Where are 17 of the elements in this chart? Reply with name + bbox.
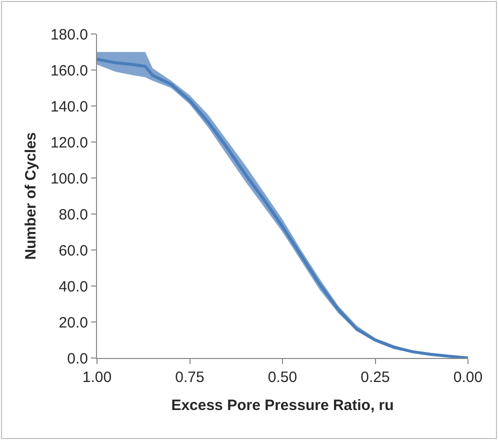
y-tick-label: 0.0 [67,350,88,368]
y-tick-label: 180.0 [50,26,88,44]
y-tick-label: 20.0 [58,314,88,332]
y-tick-label: 60.0 [58,242,88,260]
x-tick-label: 0.75 [175,369,204,386]
y-tick-label: 80.0 [58,206,88,224]
y-tick-label: 100.0 [50,170,88,188]
x-tick-label: 0.00 [453,369,483,386]
y-tick-label: 140.0 [50,98,88,116]
y-tick-label: 160.0 [50,62,88,80]
y-tick-label: 120.0 [50,134,88,152]
x-tick-label: 0.50 [268,369,298,386]
x-axis-title: Excess Pore Pressure Ratio, ru [171,397,394,414]
y-axis-title: Number of Cycles [22,132,40,260]
x-tick-label: 1.00 [82,369,112,386]
y-tick-label: 40.0 [58,278,88,296]
x-tick-label: 0.25 [360,369,390,386]
